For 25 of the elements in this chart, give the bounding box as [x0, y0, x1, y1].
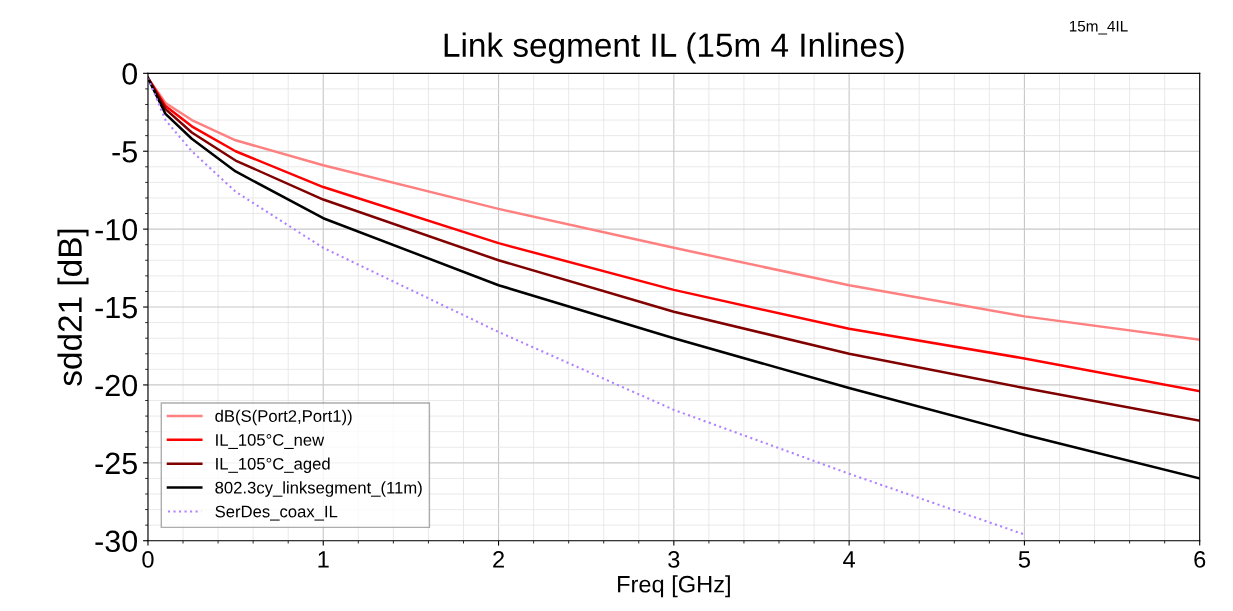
y-tick-label: -15	[95, 297, 137, 319]
legend-label: IL_105°C_aged	[216, 457, 330, 473]
legend-label: dB(S(Port2,Port1))	[215, 409, 352, 426]
legend-label: IL_105°C_new	[216, 434, 325, 449]
x-tick-label: 6	[1194, 551, 1206, 568]
x-tick-label: 0	[142, 551, 154, 568]
line-series	[147, 76, 1200, 341]
x-tick-label: 2	[493, 551, 504, 568]
legend-label: 802.3cy_linksegment_(11m)	[215, 481, 422, 497]
y-tick-label: -30	[95, 530, 138, 553]
x-tick-label: 5	[1018, 551, 1030, 568]
y-tick-label: -20	[95, 374, 138, 397]
y-tick-label: -25	[95, 452, 137, 475]
x-tick-label: 4	[843, 551, 855, 568]
x-axis-title: Freq [GHz]	[618, 575, 730, 598]
line-series	[147, 76, 1026, 536]
x-tick-label: 1	[318, 551, 329, 568]
y-tick-label: 0	[122, 63, 138, 85]
x-tick-label: 3	[668, 551, 680, 568]
legend-label: SerDes_coax_IL	[215, 505, 338, 521]
text: 15m_4IL	[1069, 20, 1128, 35]
y-axis-title: sdd21 [dB]	[57, 229, 89, 386]
chart-title: Link segment IL (15m 4 Inlines)	[444, 32, 904, 64]
y-tick-label: -5	[112, 141, 137, 163]
y-tick-label: -10	[95, 218, 138, 241]
